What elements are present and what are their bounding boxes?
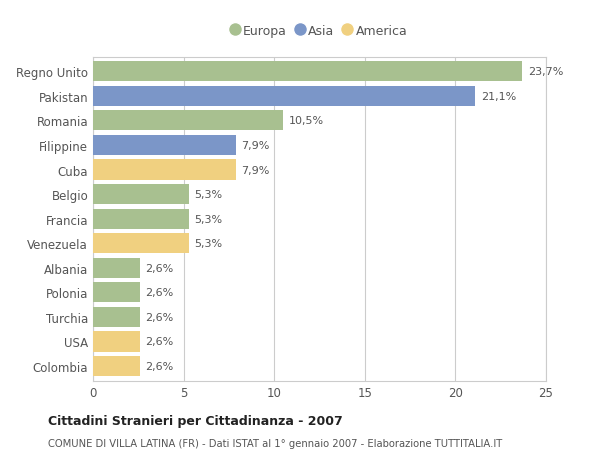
Bar [93, 185, 189, 205]
Bar [93, 135, 236, 156]
Bar [93, 160, 236, 180]
Bar [93, 307, 140, 327]
Bar [93, 87, 475, 106]
Text: 2,6%: 2,6% [146, 361, 174, 371]
Text: 21,1%: 21,1% [481, 92, 516, 101]
Bar [93, 234, 189, 254]
Text: Cittadini Stranieri per Cittadinanza - 2007: Cittadini Stranieri per Cittadinanza - 2… [48, 414, 343, 428]
Text: 10,5%: 10,5% [289, 116, 324, 126]
Text: COMUNE DI VILLA LATINA (FR) - Dati ISTAT al 1° gennaio 2007 - Elaborazione TUTTI: COMUNE DI VILLA LATINA (FR) - Dati ISTAT… [48, 438, 502, 448]
Bar [93, 332, 140, 352]
Text: 2,6%: 2,6% [146, 312, 174, 322]
Legend: Europa, Asia, America: Europa, Asia, America [228, 22, 411, 42]
Bar [93, 111, 283, 131]
Bar [93, 62, 523, 82]
Text: 2,6%: 2,6% [146, 337, 174, 347]
Text: 5,3%: 5,3% [194, 214, 223, 224]
Bar [93, 283, 140, 303]
Text: 5,3%: 5,3% [194, 190, 223, 200]
Text: 7,9%: 7,9% [242, 140, 270, 151]
Bar [93, 258, 140, 278]
Text: 7,9%: 7,9% [242, 165, 270, 175]
Text: 2,6%: 2,6% [146, 263, 174, 273]
Text: 5,3%: 5,3% [194, 239, 223, 249]
Text: 2,6%: 2,6% [146, 288, 174, 298]
Bar [93, 356, 140, 376]
Text: 23,7%: 23,7% [528, 67, 563, 77]
Bar [93, 209, 189, 229]
